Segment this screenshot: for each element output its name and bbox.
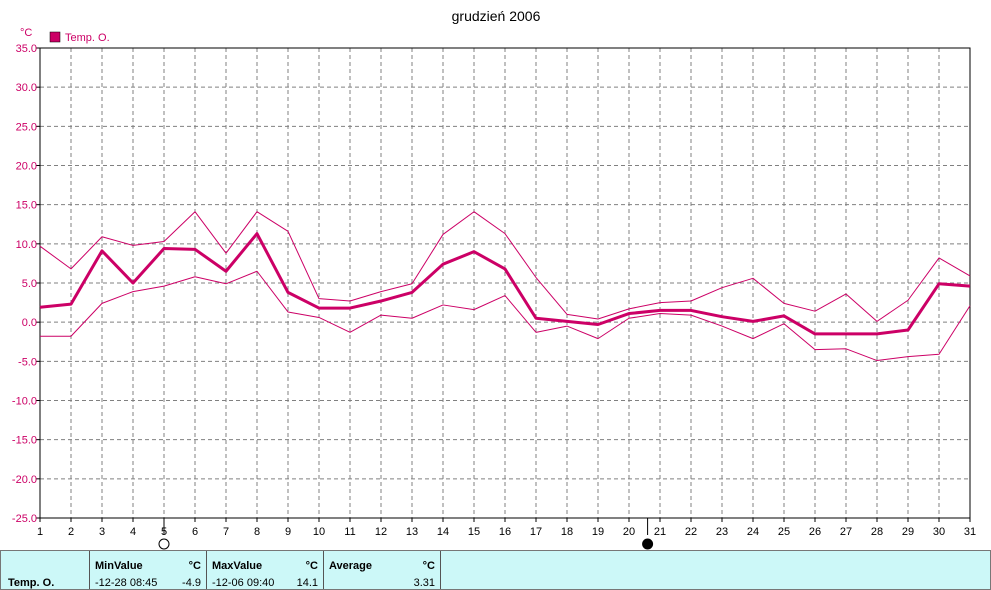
y-axis-ticks: 35.0 30.0 25.0 20.0 15.0 10.0 5.0 0.0 -5.0 -10.0 -… <box>12 43 40 525</box>
y-tick-label: 20.0 <box>16 161 37 173</box>
new-moon-icon <box>642 538 654 550</box>
moon-phase-markers <box>158 518 654 550</box>
max-value-datetime: -12-06 09:40 <box>212 577 275 589</box>
x-tick-label: 4 <box>130 526 136 538</box>
stats-row-label-cell: Temp. O. <box>1 551 90 589</box>
y-tick-label: 30.0 <box>16 82 37 94</box>
x-tick-label: 18 <box>561 526 573 538</box>
y-axis-unit: °C <box>20 27 32 39</box>
min-value-datetime: -12-28 08:45 <box>95 577 158 589</box>
x-tick-label: 15 <box>468 526 480 538</box>
average-unit: °C <box>422 560 435 572</box>
min-value-cell: MinValue °C -12-28 08:45 -4.9 <box>90 551 207 589</box>
legend-swatch <box>49 31 61 43</box>
x-tick-label: 23 <box>716 526 728 538</box>
series-line-max <box>39 211 971 322</box>
x-tick-label: 11 <box>344 526 355 538</box>
temperature-chart: grudzień 2006 °C Temp. O. 35.030.025.020… <box>12 8 976 550</box>
max-value-cell: MaxValue °C -12-06 09:40 14.1 <box>207 551 324 589</box>
x-tick-label: 1 <box>37 526 43 538</box>
statistics-panel: Temp. O. MinValue °C -12-28 08:45 -4.9 M… <box>0 550 991 590</box>
y-tick-label: -20.0 <box>12 474 37 486</box>
y-tick-label: 15.0 <box>16 200 37 212</box>
legend-label: Temp. O. <box>65 32 110 44</box>
x-tick-label: 19 <box>592 526 604 538</box>
y-tick-label: 0.0 <box>22 317 37 329</box>
stats-row-label: Temp. O. <box>8 577 55 589</box>
series-lines <box>39 211 971 362</box>
y-tick-label: -15.0 <box>12 435 37 447</box>
x-tick-label: 16 <box>499 526 511 538</box>
x-tick-label: 28 <box>871 526 883 538</box>
x-tick-label: 21 <box>654 526 666 538</box>
x-tick-label: 29 <box>902 526 914 538</box>
x-tick-label: 8 <box>254 526 260 538</box>
x-tick-label: 25 <box>778 526 790 538</box>
y-tick-label: 10.0 <box>16 239 37 251</box>
max-value: 14.1 <box>296 577 318 589</box>
min-value-header: MinValue <box>95 560 143 572</box>
x-tick-label: 6 <box>192 526 198 538</box>
y-tick-label: 5.0 <box>22 278 37 290</box>
x-tick-label: 12 <box>375 526 387 538</box>
x-tick-label: 7 <box>223 526 229 538</box>
y-tick-label: 35.0 <box>16 43 37 55</box>
x-tick-label: 10 <box>313 526 325 538</box>
x-tick-label: 3 <box>99 526 105 538</box>
x-tick-label: 30 <box>933 526 945 538</box>
min-value: -4.9 <box>182 577 201 589</box>
max-value-unit: °C <box>305 560 318 572</box>
max-value-header: MaxValue <box>212 560 263 572</box>
min-value-unit: °C <box>188 560 201 572</box>
x-tick-label: 13 <box>406 526 418 538</box>
y-tick-label: -5.0 <box>18 356 37 368</box>
x-axis-ticks: 1234567891011121314151617181920212223242… <box>37 518 976 538</box>
full-moon-icon <box>158 538 170 550</box>
x-tick-label: 17 <box>530 526 542 538</box>
series-line-min <box>40 270 971 362</box>
y-tick-label: -25.0 <box>12 513 37 525</box>
x-tick-label: 26 <box>809 526 821 538</box>
average-header: Average <box>329 560 373 572</box>
x-tick-label: 2 <box>68 526 74 538</box>
average-value: 3.31 <box>413 577 435 589</box>
series-line-avg <box>39 232 971 336</box>
x-tick-label: 14 <box>437 526 449 538</box>
x-tick-label: 20 <box>623 526 635 538</box>
average-cell: Average °C 3.31 <box>324 551 441 589</box>
x-tick-label: 22 <box>685 526 697 538</box>
y-tick-label: -10.0 <box>12 396 37 408</box>
x-tick-label: 27 <box>840 526 852 538</box>
y-tick-label: 25.0 <box>16 121 37 133</box>
chart-title: grudzień 2006 <box>452 8 541 24</box>
x-tick-label: 31 <box>964 526 976 538</box>
x-tick-label: 24 <box>747 526 759 538</box>
grid-lines <box>40 48 970 518</box>
x-tick-label: 9 <box>285 526 291 538</box>
